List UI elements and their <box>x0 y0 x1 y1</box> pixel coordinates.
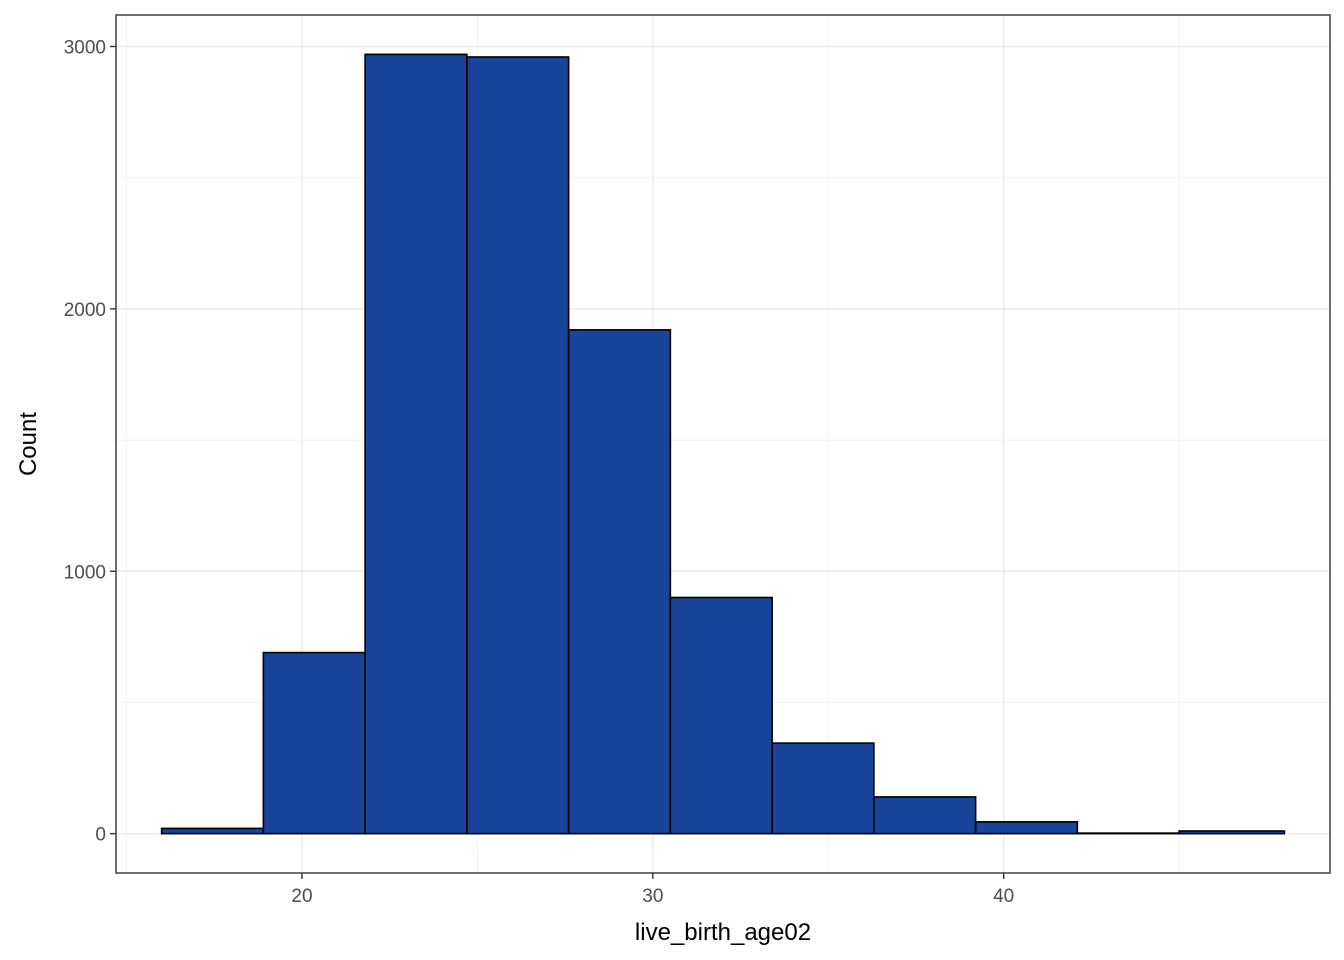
histogram-bar <box>974 821 1079 835</box>
y-tick-label: 1000 <box>64 562 106 583</box>
histogram-bar <box>466 56 570 835</box>
panel-border <box>115 14 1331 874</box>
y-tick-label: 2000 <box>64 300 106 321</box>
x-axis-title: live_birth_age02 <box>635 919 811 946</box>
histogram-bar <box>873 796 977 835</box>
histogram-bars <box>160 53 1286 835</box>
histogram-bar <box>364 53 468 835</box>
y-axis-title: Count <box>15 412 42 476</box>
y-tick-label: 3000 <box>64 37 106 58</box>
y-tick-label: 0 <box>95 825 106 846</box>
histogram-bar <box>771 742 875 835</box>
histogram-bar <box>1178 830 1286 835</box>
x-tick-label: 40 <box>993 886 1014 907</box>
y-axis-ticks: 0 1000 2000 3000 <box>64 37 116 846</box>
histogram-bar <box>1076 832 1180 835</box>
histogram-bar <box>669 596 773 835</box>
histogram-bar <box>160 827 265 835</box>
x-axis-ticks: 20 30 40 <box>291 873 1014 907</box>
x-tick-label: 30 <box>642 886 663 907</box>
histogram-bar <box>567 329 672 835</box>
histogram-bar <box>262 651 366 835</box>
x-tick-label: 20 <box>291 886 312 907</box>
